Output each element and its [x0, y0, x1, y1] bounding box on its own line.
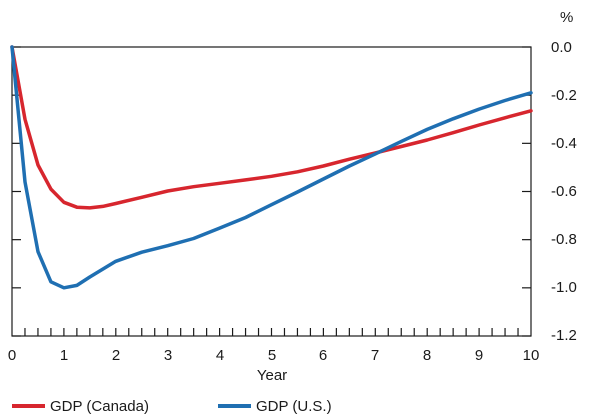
y-tick-label: -0.6	[551, 183, 577, 200]
y-tick-label: -0.2	[551, 87, 577, 104]
x-tick-label: 3	[164, 347, 172, 364]
x-tick-label: 1	[60, 347, 68, 364]
legend-label-canada: GDP (Canada)	[50, 398, 149, 415]
y-tick-label: -0.4	[551, 135, 577, 152]
legend: GDP (Canada) GDP (U.S.)	[12, 398, 332, 415]
x-tick-label: 10	[523, 347, 540, 364]
y-tick-label: -1.2	[551, 327, 577, 344]
x-tick-label: 6	[319, 347, 327, 364]
plot-frame	[11, 46, 532, 337]
x-tick-label: 9	[475, 347, 483, 364]
series-line-canada	[10, 45, 533, 210]
y-tick-label: -0.8	[551, 231, 577, 248]
plot-area	[10, 45, 533, 337]
y-tick-labels: 0.0 -0.2 -0.4 -0.6 -0.8 -1.0 -1.2	[551, 39, 577, 344]
x-tick-label: 2	[112, 347, 120, 364]
y-ticks	[12, 46, 531, 337]
x-axis-title: Year	[257, 367, 287, 384]
legend-item-canada: GDP (Canada)	[12, 398, 149, 415]
legend-label-us: GDP (U.S.)	[256, 398, 332, 415]
y-tick-label: 0.0	[551, 39, 572, 56]
legend-item-us: GDP (U.S.)	[218, 398, 332, 415]
x-tick-label: 8	[423, 347, 431, 364]
x-tick-label: 5	[268, 347, 276, 364]
series-lines	[10, 45, 533, 290]
x-tick-label: 0	[8, 347, 16, 364]
series-line-us	[10, 45, 533, 290]
x-tick-label: 4	[216, 347, 224, 364]
x-tick-labels: 0 1 2 3 4 5 6 7 8 9 10	[8, 347, 540, 364]
x-tick-label: 7	[371, 347, 379, 364]
y-axis-unit: %	[560, 9, 573, 26]
x-ticks	[24, 328, 519, 336]
y-tick-label: -1.0	[551, 279, 577, 296]
